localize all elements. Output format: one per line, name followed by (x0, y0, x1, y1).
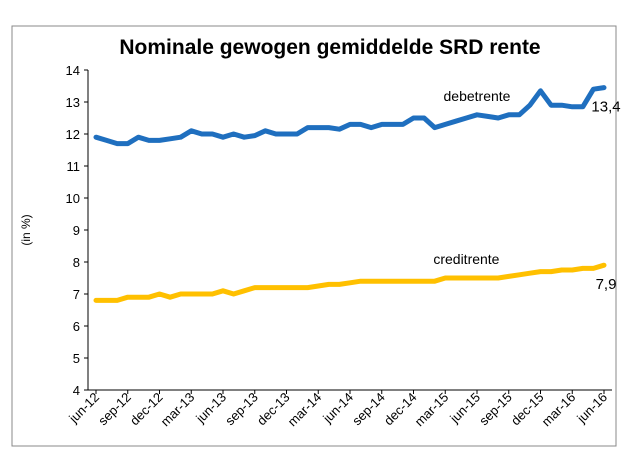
y-tick-label: 7 (73, 287, 80, 302)
y-tick-label: 14 (66, 63, 80, 78)
line-series (93, 85, 607, 147)
chart-frame (11, 25, 617, 447)
y-tick-label: 8 (73, 255, 80, 270)
y-tick-label: 9 (73, 223, 80, 238)
value-label: 7,9 (596, 276, 617, 293)
y-tick-label: 13 (66, 95, 80, 110)
line-series (93, 262, 607, 303)
y-tick-label: 4 (73, 383, 80, 398)
series-label: creditrente (433, 251, 499, 267)
series-label: debetrente (444, 88, 511, 104)
y-tick-label: 5 (73, 351, 80, 366)
value-label: 13,4 (591, 99, 620, 116)
chart-title: Nominale gewogen gemiddelde SRD rente (119, 36, 540, 59)
y-tick-label: 12 (66, 127, 80, 142)
y-tick-label: 10 (66, 191, 80, 206)
y-tick-label: 6 (73, 319, 80, 334)
y-axis-label: (in %) (19, 214, 33, 245)
y-tick-label: 11 (67, 159, 81, 174)
